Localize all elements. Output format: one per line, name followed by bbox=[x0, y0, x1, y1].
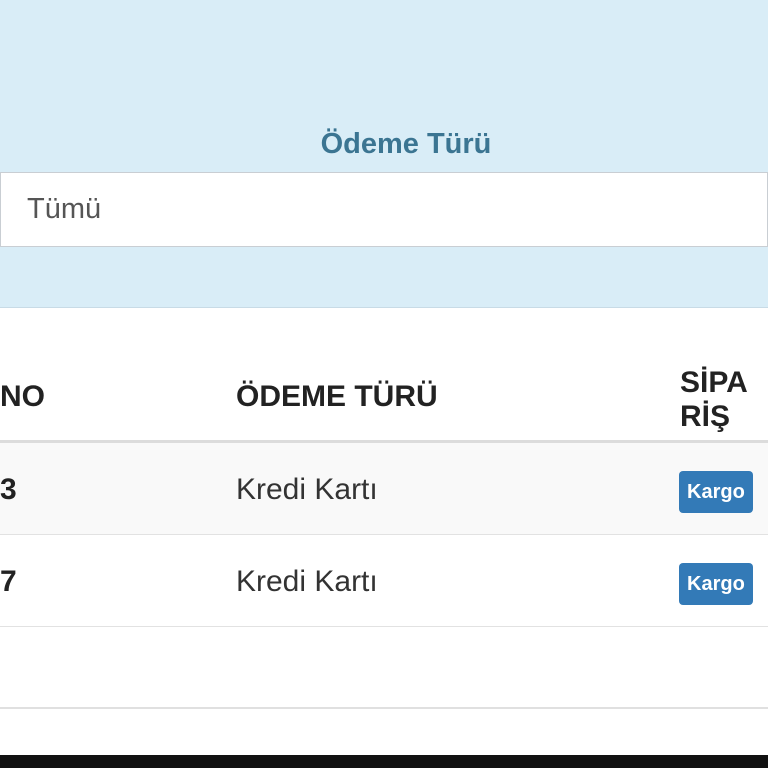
order-no: 7 bbox=[0, 565, 17, 598]
order-no: 3 bbox=[0, 473, 17, 506]
payment-type: Kredi Kartı bbox=[236, 473, 378, 506]
footer-bar bbox=[0, 755, 768, 768]
status-badge: Kargo bbox=[679, 471, 753, 513]
header-no[interactable]: NO bbox=[0, 380, 45, 413]
payment-type-label: Ödeme Türü bbox=[320, 128, 492, 160]
table-bottom-divider bbox=[0, 707, 768, 709]
header-divider bbox=[0, 440, 768, 443]
table-row[interactable]: 3 Kredi Kartı Kargo bbox=[0, 443, 768, 535]
payment-type: Kredi Kartı bbox=[236, 565, 378, 598]
table-row[interactable]: 7 Kredi Kartı Kargo bbox=[0, 535, 768, 627]
filter-panel: Ödeme Türü Tümü bbox=[0, 0, 768, 308]
payment-type-select[interactable]: Tümü bbox=[0, 172, 768, 247]
header-payment-type[interactable]: ÖDEME TÜRÜ bbox=[236, 380, 438, 413]
status-badge: Kargo bbox=[679, 563, 753, 605]
header-order-status[interactable]: SİPARİŞ bbox=[680, 366, 748, 433]
